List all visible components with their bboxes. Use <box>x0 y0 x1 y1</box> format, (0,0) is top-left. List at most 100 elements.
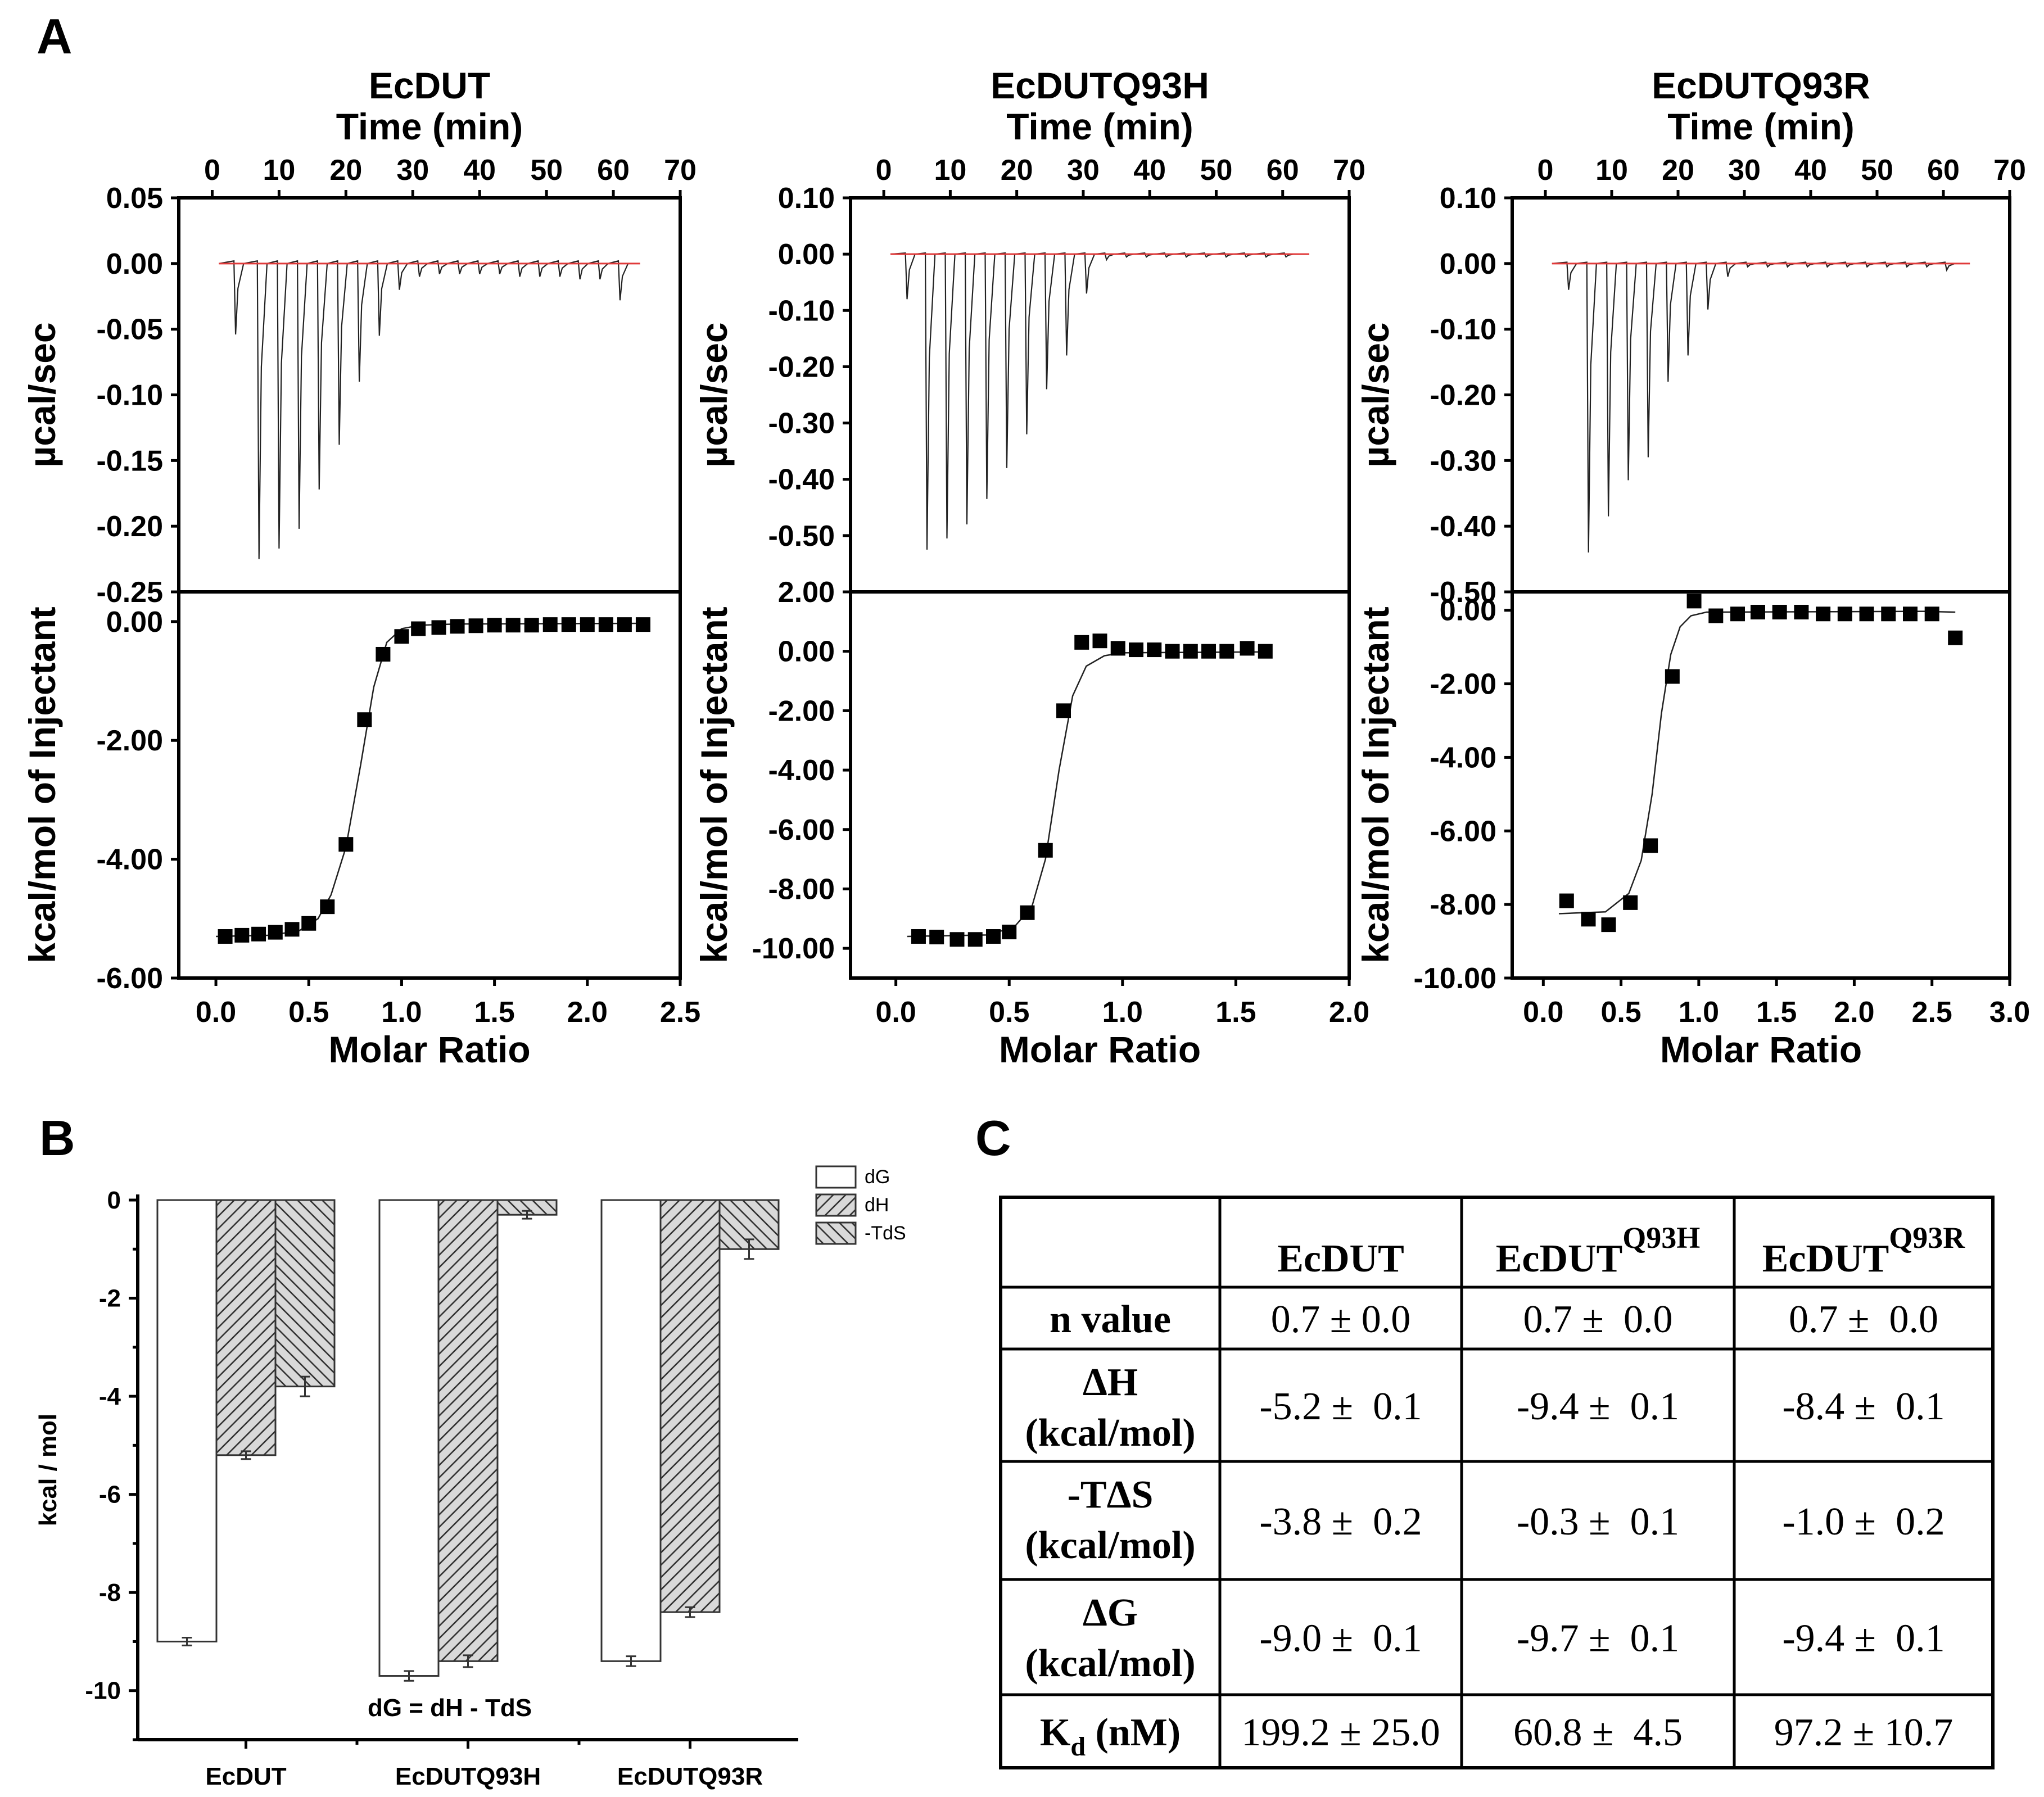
time-tick-label: 30 <box>1067 154 1100 187</box>
data-point <box>1643 838 1658 853</box>
bar <box>156 1199 218 1642</box>
power-axis-label: µcal/sec <box>1355 322 1396 467</box>
data-point <box>1948 630 1963 645</box>
fit-curve <box>216 622 643 938</box>
data-point <box>1750 604 1765 619</box>
time-tick-label: 30 <box>1728 154 1761 187</box>
data-point <box>468 618 483 633</box>
bar-y-tick-label: -8 <box>99 1579 121 1606</box>
power-tick-label: 0.00 <box>106 248 163 280</box>
data-point <box>1258 644 1273 659</box>
power-tick-label: 0.05 <box>106 182 163 215</box>
heat-tick-label: 0.00 <box>1440 595 1496 627</box>
power-tick-label: 0.00 <box>778 238 835 271</box>
data-point <box>431 620 446 635</box>
heat-axis-label: kcal/mol of Injectant <box>1355 606 1396 963</box>
table-row-label: Kd (nM) <box>1040 1711 1181 1762</box>
panel-b: 0 -2 -4 -6 -8 -10 kcal / mol EcDUT EcDUTQ93H EcDU… <box>34 1165 906 1790</box>
time-tick-label: 60 <box>597 154 630 187</box>
column-header-superscript: Q93H <box>1622 1221 1700 1255</box>
table-cell-value: -5.2 ± 0.1 <box>1259 1385 1422 1428</box>
data-point <box>580 617 595 632</box>
data-point <box>1056 703 1071 718</box>
equation-annotation: dG = dH - TdS <box>368 1694 532 1722</box>
data-point <box>251 926 266 941</box>
power-tick-label: 0.10 <box>778 182 835 215</box>
power-tick-label: -0.40 <box>768 464 835 496</box>
data-point <box>394 629 409 644</box>
panel-label-a: A <box>37 8 73 64</box>
data-point <box>1581 912 1596 927</box>
plot-frame <box>177 196 682 980</box>
table-cell-value: 0.7 ± 0.0 <box>1271 1298 1410 1341</box>
ratio-tick-label: 0.5 <box>288 996 329 1029</box>
fit-curve <box>907 651 1265 938</box>
power-tick-label: -0.20 <box>1430 379 1496 412</box>
data-point <box>1794 604 1809 619</box>
ratio-tick-label: 1.5 <box>474 996 514 1029</box>
table-row-unit: (kcal/mol) <box>1025 1642 1195 1685</box>
data-point <box>1038 843 1053 858</box>
data-point <box>234 927 250 943</box>
heat-tick-label: 2.00 <box>778 576 835 609</box>
row-label-subscript: d <box>1070 1732 1086 1762</box>
power-tick-label: -0.20 <box>96 510 163 543</box>
bar <box>274 1199 336 1388</box>
time-axis-label: Time (min) <box>336 106 523 147</box>
power-axis-label: µcal/sec <box>693 322 735 467</box>
heat-tick-label: 0.00 <box>778 636 835 668</box>
table-row-label: -TΔS <box>1068 1473 1154 1517</box>
time-tick-label: 10 <box>263 154 295 187</box>
ratio-tick-label: 1.0 <box>1102 996 1143 1029</box>
data-point <box>1020 905 1035 920</box>
legend-swatch <box>815 1165 857 1189</box>
power-tick-label: -0.10 <box>768 295 835 327</box>
time-tick-label: 20 <box>1001 154 1033 187</box>
heat-tick-label: -10.00 <box>1414 962 1496 995</box>
ratio-tick-label: 0.0 <box>196 996 236 1029</box>
data-point <box>357 712 372 727</box>
time-tick-label: 40 <box>1133 154 1166 187</box>
table-row-label: ΔH <box>1083 1361 1138 1404</box>
data-point <box>929 930 944 945</box>
data-point <box>301 916 316 931</box>
table-cell-value: 60.8 ± 4.5 <box>1513 1711 1683 1754</box>
ratio-tick-label: 2.5 <box>1912 996 1952 1029</box>
bar <box>659 1199 721 1613</box>
heat-axis-label: kcal/mol of Injectant <box>21 606 63 963</box>
bar-y-tick-label: -4 <box>99 1383 121 1410</box>
data-point <box>1074 635 1089 650</box>
bar-y-axis-label: kcal / mol <box>34 1414 62 1527</box>
power-tick-label: 0.10 <box>1440 182 1496 215</box>
data-point <box>1708 608 1724 623</box>
time-tick-label: 60 <box>1927 154 1960 187</box>
heat-tick-label: -10.00 <box>752 933 835 965</box>
data-point <box>338 837 354 852</box>
table-row-unit: (kcal/mol) <box>1025 1411 1195 1455</box>
bar-y-tick-label: -10 <box>85 1677 121 1705</box>
data-point <box>1002 925 1017 940</box>
power-tick-label: -0.10 <box>96 379 163 412</box>
table-cell-value: -8.4 ± 0.1 <box>1782 1385 1944 1428</box>
bar <box>437 1199 499 1662</box>
time-tick-label: 40 <box>1794 154 1827 187</box>
time-tick-label: 0 <box>876 154 892 187</box>
power-tick-label: 0.00 <box>1440 248 1496 280</box>
heat-tick-label: -2.00 <box>96 725 163 757</box>
table-cell-value: -9.7 ± 0.1 <box>1517 1617 1679 1660</box>
ratio-tick-label: 2.0 <box>1329 996 1369 1029</box>
plot-title: EcDUTQ93H <box>991 65 1209 106</box>
table-cell-value: -9.0 ± 0.1 <box>1259 1617 1422 1660</box>
ratio-tick-label: 2.0 <box>1834 996 1874 1029</box>
ratio-tick-label: 1.5 <box>1756 996 1797 1029</box>
table-row-label: n value <box>1050 1298 1171 1341</box>
time-tick-label: 70 <box>664 154 697 187</box>
data-point <box>967 932 983 947</box>
bar-chart: 0 -2 -4 -6 -8 -10 kcal / mol EcDUT EcDUTQ93H EcDU… <box>34 1165 906 1790</box>
legend-label: dG <box>865 1166 890 1188</box>
legend-label: -TdS <box>865 1223 906 1244</box>
time-tick-label: 0 <box>1537 154 1554 187</box>
heat-tick-label: -4.00 <box>1430 741 1496 774</box>
